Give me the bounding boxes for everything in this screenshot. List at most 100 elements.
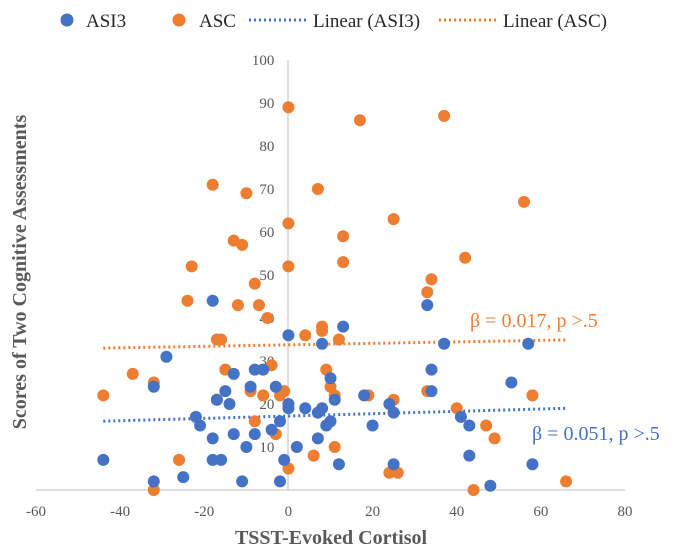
data-point-asi3 [387, 458, 400, 471]
data-point-asc [126, 367, 139, 380]
y-tick-label: 90 [259, 96, 274, 112]
data-point-asi3 [248, 363, 261, 376]
y-tick-label: 60 [259, 225, 274, 241]
legend-label-linear-asi3: Linear (ASI3) [313, 11, 420, 32]
data-point-asi3 [177, 471, 190, 484]
annotation-asi3-beta: β = 0.051, p >.5 [532, 423, 660, 445]
x-tick-label: 20 [365, 504, 380, 520]
data-point-asi3 [425, 385, 438, 398]
data-point-asc [147, 484, 160, 496]
data-point-asc [316, 320, 329, 333]
data-point-asi3 [282, 402, 295, 415]
data-point-asi3 [522, 337, 535, 350]
data-point-asi3 [147, 380, 160, 393]
data-point-asi3 [215, 453, 228, 466]
trendline-asi3 [103, 406, 567, 423]
data-point-asi3 [248, 428, 261, 441]
data-point-asi3 [206, 294, 219, 307]
data-point-asi3 [227, 367, 240, 380]
data-point-asc [299, 329, 312, 342]
data-point-asi3 [324, 415, 337, 428]
data-point-asc [240, 187, 253, 200]
data-point-asi3 [274, 415, 287, 428]
data-point-asi3 [194, 419, 207, 432]
data-point-asi3 [282, 329, 295, 342]
x-tick-label: -60 [26, 504, 46, 520]
data-point-asi3 [337, 320, 350, 333]
data-point-asc [387, 213, 400, 226]
data-point-asi3 [265, 423, 278, 436]
data-point-asc [480, 419, 493, 432]
y-tick-label: 100 [252, 53, 275, 69]
data-point-asc [248, 277, 261, 290]
data-point-asc [332, 333, 345, 346]
data-point-asc [97, 389, 110, 402]
data-point-asc [488, 432, 501, 445]
data-point-asc [311, 183, 324, 195]
legend-marker-asc [172, 13, 186, 27]
data-point-asi3 [332, 458, 345, 471]
x-tick-label: -20 [194, 504, 214, 520]
data-point-asi3 [387, 406, 400, 419]
data-point-asi3 [223, 398, 236, 410]
data-point-asi3 [206, 453, 219, 466]
data-point-asi3 [206, 432, 219, 445]
data-point-asi3 [438, 337, 451, 350]
data-point-asi3 [269, 380, 282, 393]
data-point-asc [261, 312, 274, 324]
data-point-asc [438, 109, 451, 122]
data-point-asi3 [328, 393, 341, 406]
data-point-asi3 [421, 299, 434, 312]
data-point-asi3 [240, 441, 253, 453]
x-tick-labels: -60 -40 -20 0 20 40 60 80 [26, 504, 633, 520]
trendline-asc [103, 338, 567, 350]
y-tick-label: 50 [259, 268, 274, 284]
data-point-asc [467, 484, 480, 496]
x-tick-label: 80 [618, 504, 633, 520]
x-tick-label: 60 [533, 504, 548, 520]
data-point-asc [459, 251, 472, 264]
data-point-asc [337, 256, 350, 269]
annotation-asc-beta: β = 0.017, p >.5 [470, 310, 598, 332]
data-point-asc [257, 389, 270, 402]
data-point-asi3 [290, 441, 303, 453]
data-point-asi3 [526, 458, 539, 471]
data-point-asc [282, 217, 295, 230]
data-point-asi3 [299, 402, 312, 415]
data-point-asi3 [366, 419, 379, 432]
y-tick-label: 80 [259, 139, 274, 155]
series-asi3-points [97, 294, 539, 492]
data-point-asc [185, 260, 198, 273]
legend: ASI3 ASC Linear (ASI3) Linear (ASC) [60, 11, 607, 32]
y-tick-label: 70 [259, 182, 274, 198]
x-axis-title: TSST-Evoked Cortisol [235, 527, 428, 549]
data-point-asc [328, 441, 341, 453]
data-point-asc [282, 101, 295, 114]
data-point-asi3 [484, 479, 497, 492]
data-point-asi3 [425, 363, 438, 376]
legend-label-linear-asc: Linear (ASC) [503, 11, 607, 32]
data-point-asi3 [147, 475, 160, 488]
y-tick-labels: 102030405060708090100 [252, 53, 275, 456]
series-asc-points [97, 101, 573, 496]
data-point-asc [518, 195, 531, 208]
data-point-asc [425, 273, 438, 286]
data-point-asi3 [505, 376, 518, 389]
data-point-asi3 [236, 475, 249, 488]
x-tick-label: -40 [110, 504, 130, 520]
data-point-asc [236, 238, 249, 251]
data-point-asc [353, 114, 366, 127]
data-point-asc [282, 260, 295, 273]
data-point-asi3 [219, 385, 232, 398]
data-point-asi3 [463, 449, 476, 462]
data-point-asi3 [227, 428, 240, 441]
data-point-asc [231, 299, 244, 312]
data-point-asi3 [324, 372, 337, 385]
data-point-asi3 [160, 350, 173, 363]
data-point-asi3 [278, 453, 291, 466]
data-point-asi3 [316, 337, 329, 350]
data-point-asi3 [257, 363, 270, 376]
x-tick-label: 0 [285, 504, 293, 520]
legend-label-asc: ASC [199, 11, 236, 32]
